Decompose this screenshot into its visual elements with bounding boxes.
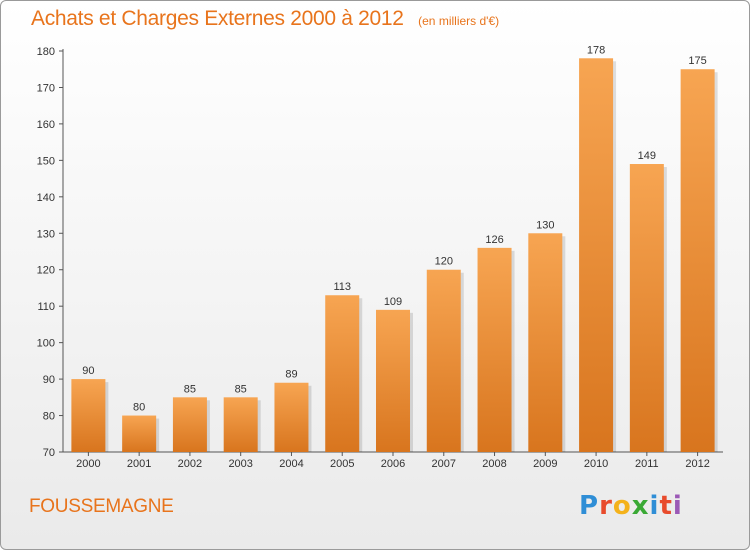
- bar: [274, 382, 309, 452]
- chart-title: Achats et Charges Externes 2000 à 2012: [31, 7, 404, 30]
- bar: [629, 164, 664, 452]
- x-tick-label: 2004: [279, 458, 303, 470]
- data-label: 130: [536, 219, 554, 231]
- data-label: 89: [285, 369, 297, 381]
- bar: [376, 309, 410, 452]
- x-tick-label: 2008: [482, 458, 506, 470]
- y-tick-label: 170: [37, 82, 55, 94]
- bar: [680, 69, 715, 453]
- y-tick-label: 150: [37, 155, 55, 167]
- bar: [223, 397, 258, 452]
- y-tick-label: 80: [43, 411, 55, 423]
- data-label: 85: [184, 383, 196, 395]
- y-tick-label: 110: [37, 301, 55, 313]
- bar: [172, 397, 207, 452]
- data-label: 113: [333, 281, 351, 293]
- x-tick-label: 2003: [228, 458, 252, 470]
- x-tick-label: 2011: [635, 458, 659, 470]
- y-tick-label: 180: [37, 46, 55, 58]
- data-label: 175: [688, 55, 706, 67]
- y-tick-label: 90: [43, 374, 55, 386]
- brand-letter: i: [672, 491, 683, 521]
- y-tick-label: 70: [43, 447, 55, 459]
- brand-logo: Proxiti: [579, 491, 683, 521]
- bar: [528, 233, 563, 452]
- x-tick-label: 2010: [584, 458, 608, 470]
- data-label: 90: [82, 365, 94, 377]
- brand-letter: i: [649, 491, 660, 521]
- bar: [71, 379, 106, 452]
- bar: [579, 58, 614, 453]
- city-name: FOUSSEMAGNE: [29, 496, 174, 517]
- bar: [426, 269, 461, 452]
- chart-title-row: Achats et Charges Externes 2000 à 2012 (…: [31, 7, 499, 31]
- brand-letter: x: [631, 491, 650, 521]
- bar: [325, 295, 360, 452]
- brand-letter: o: [612, 491, 632, 521]
- x-tick-label: 2012: [685, 458, 709, 470]
- brand-letter: P: [579, 491, 600, 521]
- x-tick-label: 2005: [330, 458, 354, 470]
- data-label: 178: [587, 44, 605, 56]
- data-label: 120: [435, 256, 453, 268]
- y-tick-label: 140: [37, 192, 55, 204]
- brand-letter: t: [659, 491, 673, 521]
- brand-letter: r: [599, 491, 613, 521]
- y-tick-label: 120: [37, 265, 55, 277]
- x-tick-label: 2002: [178, 458, 202, 470]
- x-tick-label: 2009: [533, 458, 557, 470]
- chart-unit-label: (en milliers d'€): [418, 14, 500, 28]
- data-label: 80: [133, 402, 145, 414]
- data-label: 85: [235, 383, 247, 395]
- bar: [477, 247, 512, 452]
- data-label: 149: [638, 150, 656, 162]
- y-tick-label: 100: [37, 338, 55, 350]
- x-tick-label: 2007: [432, 458, 456, 470]
- bar: [122, 415, 157, 452]
- data-label: 109: [384, 296, 402, 308]
- x-tick-label: 2000: [76, 458, 100, 470]
- y-tick-label: 160: [37, 119, 55, 131]
- y-tick-label: 130: [37, 228, 55, 240]
- data-label: 126: [485, 234, 503, 246]
- x-tick-label: 2006: [381, 458, 405, 470]
- x-tick-label: 2001: [127, 458, 151, 470]
